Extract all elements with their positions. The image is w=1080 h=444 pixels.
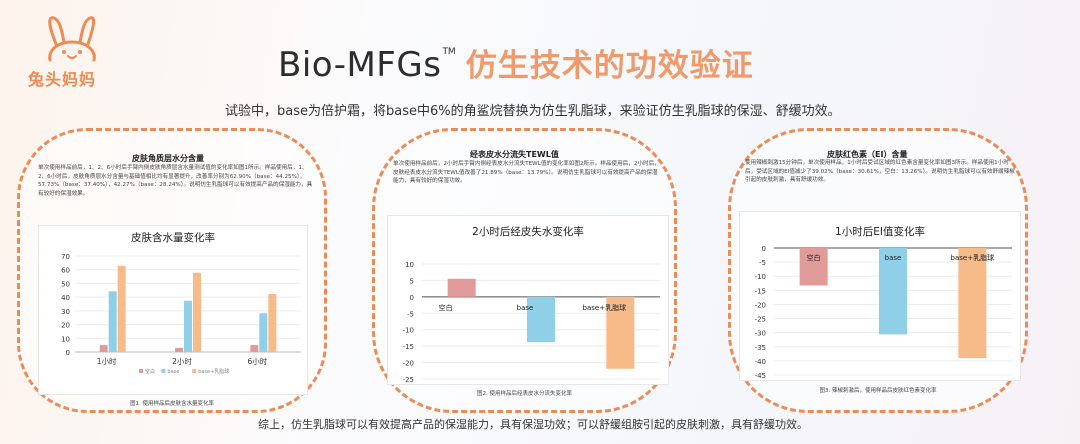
bar-2 (184, 300, 192, 352)
y-tick-label: -45 (755, 372, 766, 380)
chart-box: 1小时后EI值变化率 0 -5 -10 -15 -20 -25 -30 -35 -40 -45 空白… (739, 211, 1021, 381)
legend-label: 空白 (145, 368, 155, 375)
bar-2 (879, 248, 907, 335)
chart-ei: 0 -5 -10 -15 -20 -25 -30 -35 -40 -45 空白 base base+乳脂… (755, 245, 1012, 380)
bar-1 (250, 345, 259, 352)
y-tick-label: 20 (61, 322, 70, 330)
y-tick-label: 0 (410, 294, 414, 302)
panel-description: 使用辣椒刺激15分钟后，单次使用样品，1小时后受试区域的红色素含量变化率如图3所… (745, 160, 1015, 184)
y-tick-label: -35 (755, 344, 766, 352)
title-main: 仿生技术的功效验证 (465, 48, 754, 84)
y-tick-label: -25 (403, 376, 414, 384)
category-label: 空白 (807, 253, 821, 262)
y-tick-label: -30 (755, 330, 766, 338)
chart-caption: 图3. 辣椒刺激后，使用样品后皮肤红色素变化率 (819, 388, 937, 394)
y-tick-label: 10 (405, 261, 414, 269)
y-tick-label: -5 (407, 310, 414, 318)
trademark-mark: TM (442, 47, 456, 57)
panel-title: 经表皮水分流失TEWL值 (470, 150, 559, 159)
y-tick-label: -10 (755, 273, 766, 281)
y-tick-label: -20 (755, 301, 766, 309)
y-tick-label: -5 (759, 259, 766, 267)
chart-tewl: 10 5 0 -5 -10 -15 -20 -25 空白 base base+乳脂球 (403, 261, 660, 384)
panel-title: 皮肤角质层水分含量 (132, 154, 204, 163)
bunny-icon (48, 16, 96, 62)
y-tick-label: 40 (61, 294, 70, 302)
panel-title: 皮肤红色素（EI）含量 (827, 150, 908, 159)
y-tick-label: 10 (61, 335, 70, 343)
bar-2 (108, 291, 117, 352)
legend-label: base+乳脂球 (198, 368, 229, 375)
legend-swatch (192, 369, 197, 373)
conclusion-text: 综上，仿生乳脂球可以有效提高产品的保湿能力，具有保湿功效；可以舒缓组胺引起的皮肤… (258, 418, 808, 431)
legend-swatch (139, 369, 143, 373)
brand-logo: 兔头妈妈 (18, 14, 118, 89)
y-tick-label: 0 (762, 245, 766, 253)
chart-box: 2小时后经皮失水变化率 10 5 0 -5 -10 -15 -20 -25 空白 base base… (387, 215, 669, 385)
y-tick-label: 50 (61, 280, 70, 288)
page-title: Bio-MFGs TM 仿生技术的功效验证 (278, 40, 838, 100)
panel-erythema: 皮肤红色素（EI）含量 使用辣椒刺激15分钟后，单次使用样品，1小时后受试区域的… (728, 128, 1028, 413)
bar-1 (175, 347, 183, 352)
legend-label: base (167, 369, 179, 375)
y-tick-label: -40 (755, 358, 766, 366)
bar-3 (117, 265, 126, 352)
bar-1 (99, 345, 108, 352)
chart-title: 2小时后经皮失水变化率 (472, 226, 584, 238)
legend-swatch (161, 369, 166, 373)
x-tick-label: 6小时 (247, 356, 267, 366)
y-tick-label: 30 (61, 308, 70, 316)
bar-2 (527, 296, 555, 343)
category-label: base (885, 254, 902, 262)
intro-text: 试验中，base为倍护霜，将base中6%的角鲨烷替换为仿生乳脂球，来验证仿生乳… (225, 104, 841, 119)
y-tick-label: -25 (755, 316, 766, 324)
chart-caption: 图1. 使用样品后皮肤含水量变化率 (130, 401, 214, 407)
bar-2 (259, 313, 268, 352)
bar-1 (447, 278, 476, 297)
y-tick-label: 5 (410, 277, 414, 285)
bar-3 (606, 296, 635, 369)
y-tick-label: 0 (66, 349, 70, 357)
category-label: base+乳脂球 (583, 303, 627, 312)
chart-title: 1小时后EI值变化率 (835, 226, 925, 238)
bar-3 (958, 248, 987, 359)
y-tick-label: 70 (61, 253, 70, 261)
y-tick-label: -15 (755, 287, 766, 295)
bar-3 (268, 294, 277, 352)
chart-box: 皮肤含水量变化率 0 10 20 30 40 50 60 70 1小时 2小时 6小时空白 base b… (38, 225, 308, 395)
y-tick-label: -10 (403, 327, 414, 335)
bar-1 (799, 248, 828, 286)
category-label: base (517, 304, 534, 312)
category-label: base+乳脂球 (951, 253, 995, 262)
chart-caption: 图2. 使用样品后经表皮水分流失变化率 (477, 391, 572, 397)
category-label: 空白 (439, 303, 453, 312)
y-tick-label: -15 (403, 343, 414, 351)
y-tick-label: -20 (403, 360, 414, 368)
bar-3 (193, 272, 201, 352)
logo-text: 兔头妈妈 (28, 70, 97, 89)
panel-description: 单次使用样品前后，2小时后手臂内侧经表皮水分流失TEWL值的变化率如图2所示。样… (393, 161, 660, 185)
x-tick-label: 2小时 (172, 356, 192, 366)
panel-tewl: 经表皮水分流失TEWL值 单次使用样品前后，2小时后手臂内侧经表皮水分流失TEW… (372, 128, 677, 413)
panel-skin-moisture: 皮肤角质层水分含量 单次使用样品前后，1、2、6小时后手臂内侧皮肤角质层含水量测… (17, 128, 327, 413)
y-tick-label: 60 (61, 267, 70, 275)
x-tick-label: 1小时 (97, 356, 117, 366)
chart-title: 皮肤含水量变化率 (131, 232, 215, 244)
brand-name: Bio-MFGs (278, 45, 442, 85)
panel-description: 单次使用样品前后，1、2、6小时后手臂内侧皮肤角质层含水量测试值的变化率如图1所… (38, 165, 313, 197)
